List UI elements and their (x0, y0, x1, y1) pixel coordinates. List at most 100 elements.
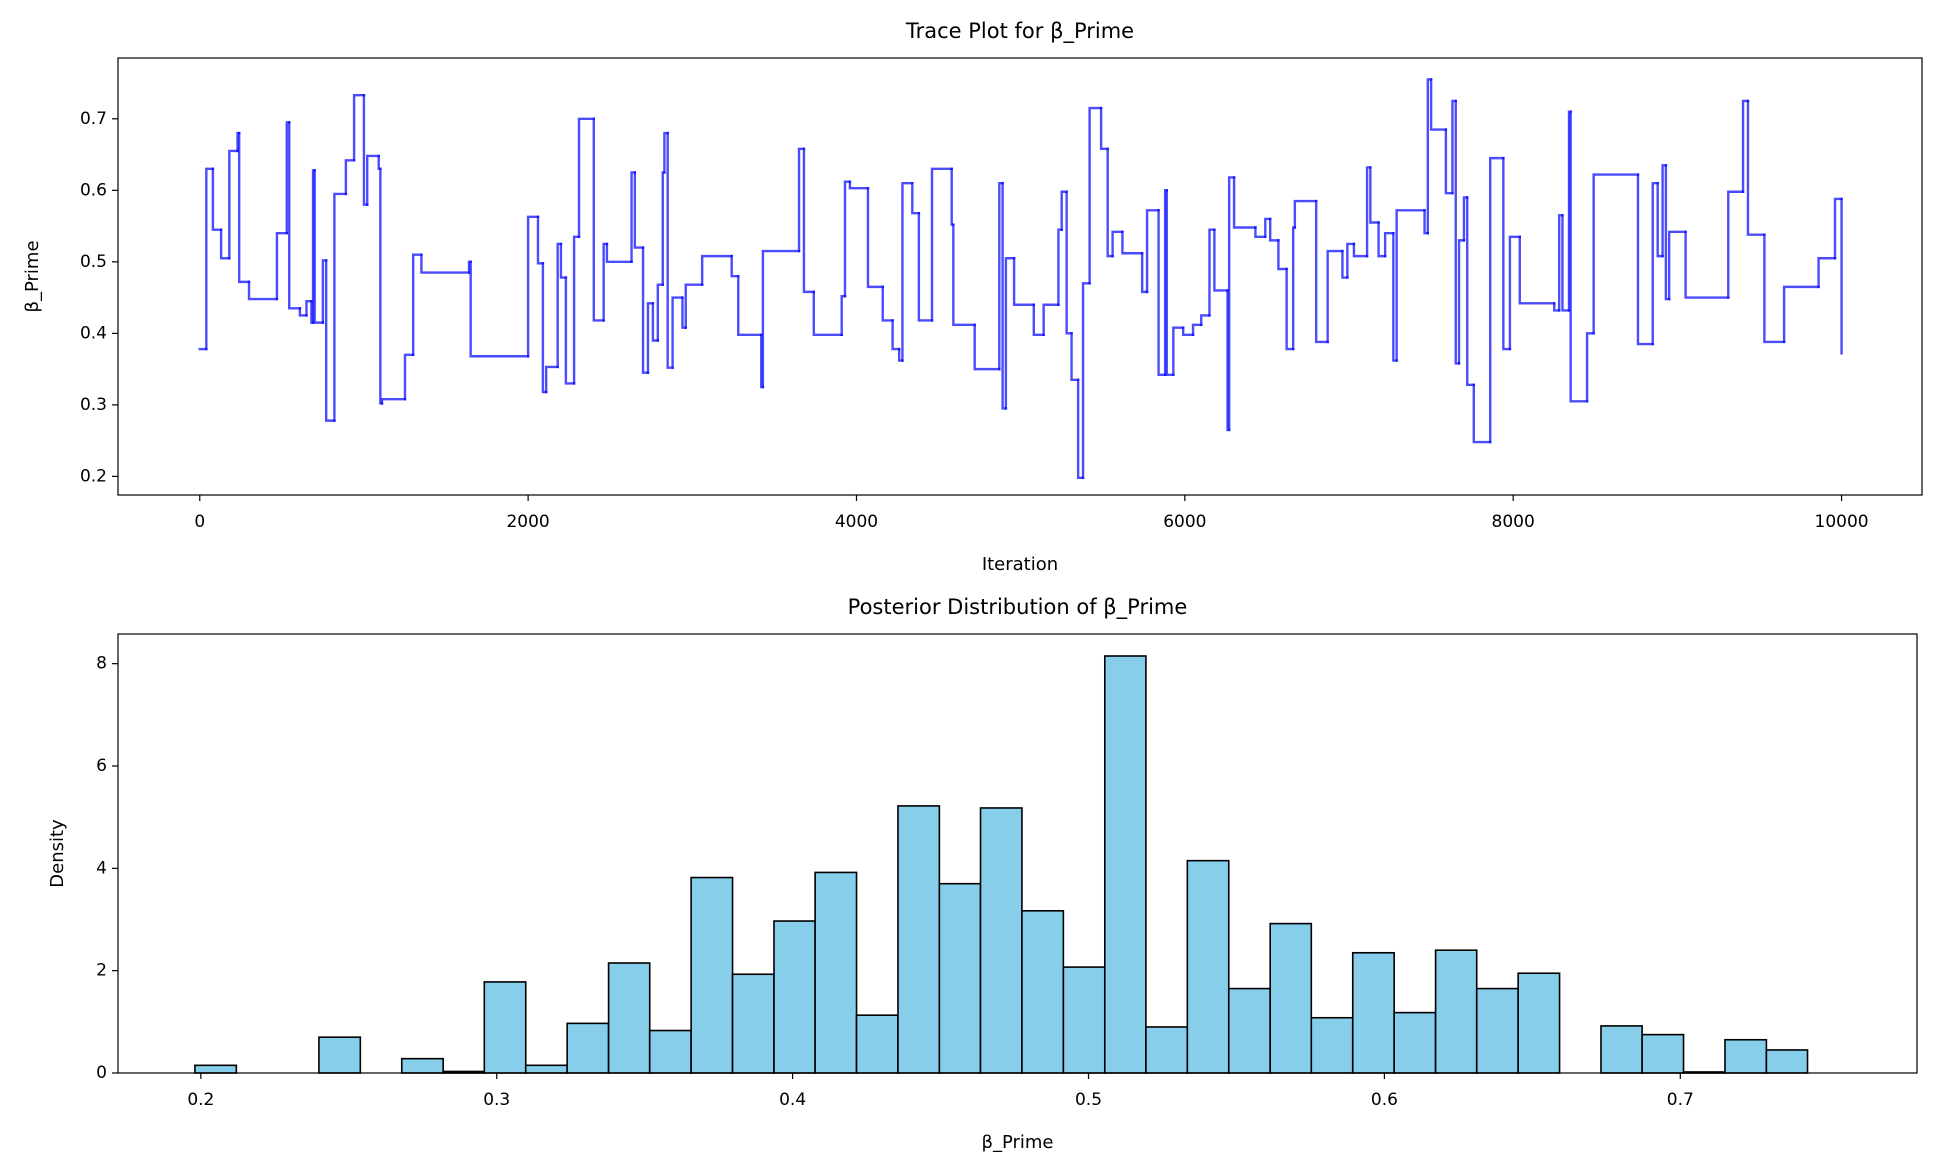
trace-step (641, 246, 650, 374)
y-tick-label: 0 (96, 1063, 107, 1083)
trace-step (1140, 252, 1149, 294)
trace-step (564, 276, 576, 385)
trace-step (1227, 176, 1236, 432)
trace-step (1377, 221, 1387, 258)
trace-step (1561, 214, 1571, 312)
histogram-bar (1393, 1011, 1437, 1074)
trace-step (848, 180, 870, 190)
trace-step (1782, 285, 1820, 344)
y-tick-label: 6 (96, 756, 107, 776)
trace-step (1569, 110, 1589, 403)
trace-step (911, 181, 921, 215)
trace-step (1585, 332, 1595, 403)
trace-step (1741, 99, 1750, 193)
trace-step (901, 181, 914, 362)
trace-step (205, 167, 215, 351)
trace-step (881, 285, 894, 322)
y-tick-label: 4 (96, 858, 107, 878)
histogram-bar (1269, 922, 1313, 1074)
trace-step (1106, 147, 1114, 258)
trace-step (651, 302, 660, 342)
trace-step (1553, 302, 1561, 312)
trace-step (1070, 332, 1080, 382)
histogram-bar (1517, 972, 1561, 1074)
trace-step (1341, 249, 1349, 279)
trace-step (1651, 181, 1659, 346)
trace-step (1057, 228, 1063, 306)
x-tick-label: 0.5 (1075, 1090, 1102, 1110)
x-tick-label: 4000 (835, 512, 878, 532)
trace-step (298, 307, 308, 317)
trace-step (1004, 257, 1016, 410)
histogram-bar (979, 807, 1023, 1074)
trace-step (344, 159, 356, 196)
trace-step (1727, 190, 1745, 299)
histogram-bar (607, 962, 651, 1074)
histogram-bar (855, 1014, 899, 1074)
trace-step (1592, 173, 1640, 335)
x-axis-label: β_Prime (981, 1132, 1053, 1153)
trace-step (1232, 176, 1257, 229)
trace-step (812, 290, 843, 336)
trace-step (1157, 209, 1167, 377)
trace-step (1817, 257, 1837, 289)
trace-step (572, 235, 581, 385)
trace-step (1264, 217, 1272, 239)
histogram-bar (1103, 655, 1147, 1074)
histogram-bar (773, 920, 816, 1074)
trace-step (1518, 235, 1556, 305)
histogram-bar (1062, 966, 1106, 1074)
trace-step (1346, 242, 1356, 279)
trace-step (891, 319, 901, 351)
histogram-bar (1724, 1038, 1768, 1074)
histogram-bar (648, 1029, 692, 1074)
trace-step (684, 283, 704, 329)
plot-frame (117, 57, 1923, 496)
trace-step (666, 131, 674, 369)
trace-step (1269, 217, 1280, 242)
trace-step (1065, 190, 1073, 335)
trace-step (950, 167, 955, 226)
y-tick-label: 2 (96, 961, 107, 981)
x-tick-label: 0.3 (483, 1090, 510, 1110)
trace-step (930, 167, 953, 322)
trace-step (797, 147, 806, 253)
histogram-bar (1310, 1016, 1354, 1074)
trace-step (1395, 209, 1426, 362)
trace-step (1489, 156, 1505, 444)
trace-step (380, 397, 407, 405)
x-tick-label: 0.7 (1667, 1090, 1694, 1110)
histogram-bar (400, 1057, 444, 1074)
trace-step (1293, 199, 1318, 229)
trace-step (275, 232, 288, 301)
trace-step (247, 280, 279, 301)
histogram-bar (1021, 910, 1065, 1074)
x-tick-label: 10000 (1815, 512, 1869, 532)
trace-step (1291, 226, 1297, 351)
trace-step (379, 167, 384, 405)
trace-step (526, 215, 540, 358)
trace-step (1314, 199, 1329, 344)
y-tick-label: 0.5 (80, 252, 107, 272)
trace-step (237, 131, 251, 284)
trace-step (1060, 190, 1068, 231)
trace-step (544, 365, 559, 394)
trace-step (1081, 282, 1091, 480)
trace-step (1763, 233, 1786, 344)
x-tick-label: 2000 (506, 512, 549, 532)
trace-step (324, 259, 336, 422)
trace-step (802, 147, 815, 294)
x-tick-label: 0.2 (187, 1090, 214, 1110)
trace-step (1191, 323, 1203, 336)
trace-step (761, 249, 801, 389)
trace-step (917, 212, 934, 322)
histogram-bar (938, 882, 982, 1074)
x-tick-label: 0.4 (779, 1090, 806, 1110)
trace-step (952, 223, 976, 326)
trace-step (1165, 189, 1175, 377)
trace-step (1656, 181, 1664, 258)
x-tick-label: 6000 (1163, 512, 1206, 532)
histogram-bar (194, 1064, 238, 1074)
trace-step (305, 299, 313, 317)
